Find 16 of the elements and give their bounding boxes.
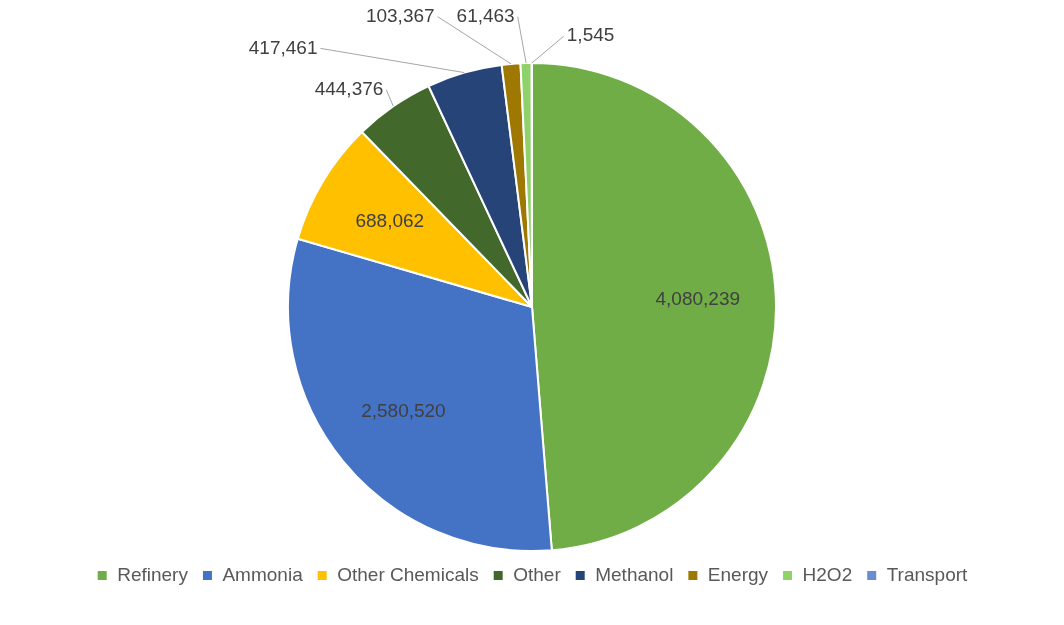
data-label: 4,080,239 <box>655 288 741 310</box>
data-label: 688,062 <box>355 209 425 231</box>
legend-label: Ammonia <box>222 563 304 585</box>
legend-label: Refinery <box>117 563 189 585</box>
data-label: 1,545 <box>566 24 615 46</box>
data-label: 103,367 <box>365 4 435 26</box>
data-label: 2,580,520 <box>361 400 446 422</box>
legend-label: Other Chemicals <box>337 563 479 585</box>
legend-label: H2O2 <box>802 563 853 585</box>
data-label: 444,376 <box>314 78 384 100</box>
legend-label: Transport <box>886 563 969 585</box>
legend-label: Other <box>513 563 562 585</box>
legend-label: Energy <box>707 563 769 585</box>
legend-label: Methanol <box>595 563 674 585</box>
data-label: 61,463 <box>456 4 515 26</box>
data-label: 417,461 <box>248 36 318 58</box>
